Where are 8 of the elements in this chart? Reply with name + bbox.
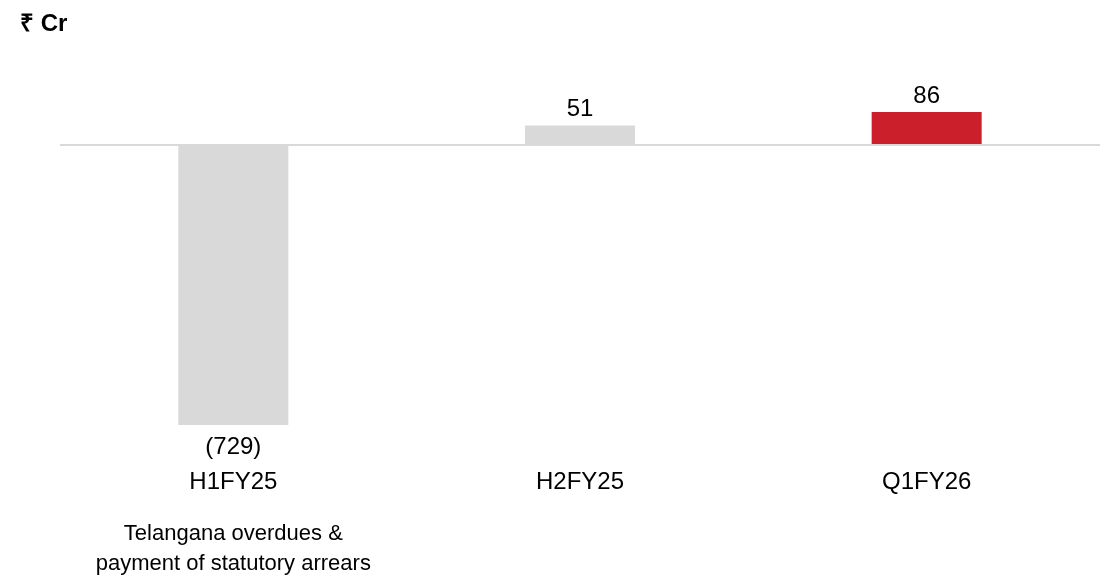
data-label: (729) <box>205 432 262 459</box>
x-tick-label: Q1FY26 <box>881 466 972 494</box>
chart-title: ₹ Cr <box>20 9 68 36</box>
x-tick-label: H1FY25 <box>189 466 278 494</box>
data-label: 86 <box>913 81 941 108</box>
data-label: 51 <box>566 94 594 122</box>
text: Telangana overdues & payment of statutory arrears <box>95 520 371 575</box>
x-tick-label: H2FY25 <box>535 466 625 494</box>
